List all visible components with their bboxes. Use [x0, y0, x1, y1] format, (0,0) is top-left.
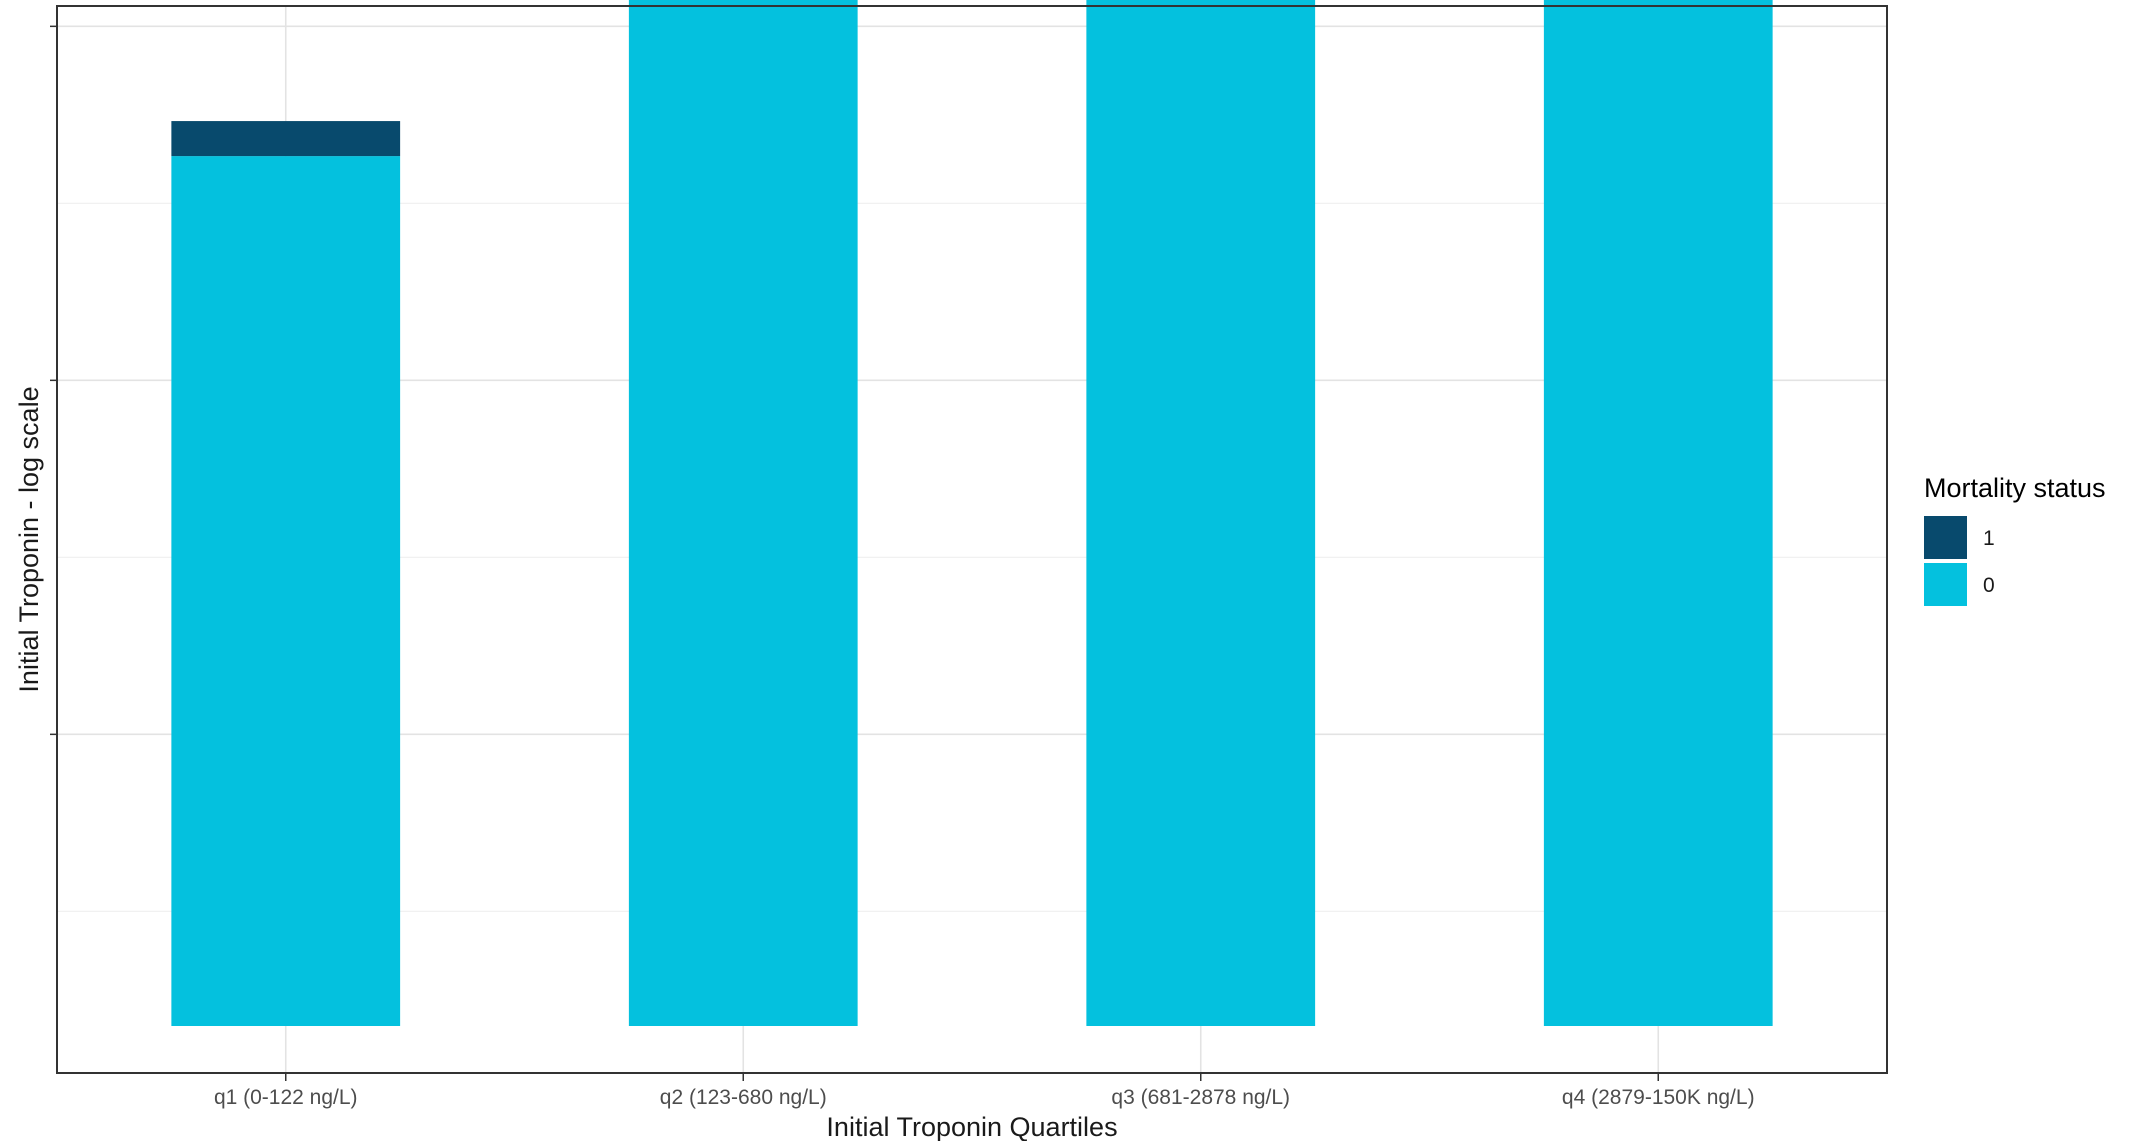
- bar-q4-series-0: [1543, 0, 1773, 1026]
- bar-q1-series-1: [171, 121, 401, 157]
- bar-q2-series-0: [628, 0, 858, 1027]
- x-tick-label: q1 (0-122 ng/L): [214, 1086, 358, 1109]
- legend-title: Mortality status: [1924, 473, 2106, 503]
- legend-label: 0: [1983, 574, 1995, 597]
- x-tick-label: q2 (123-680 ng/L): [660, 1086, 827, 1109]
- legend-key-1: [1924, 516, 1967, 559]
- bar-q1-series-0: [171, 156, 401, 1026]
- x-tick-label: q3 (681-2878 ng/L): [1111, 1086, 1290, 1109]
- legend-key-0: [1924, 563, 1967, 606]
- bar-q3-series-0: [1086, 0, 1316, 1026]
- bars: [171, 0, 1773, 1027]
- y-axis-title: Initial Troponin - log scale: [14, 386, 44, 692]
- legend: Mortality status 1 0: [1924, 473, 2106, 606]
- panel-border: [56, 5, 1888, 1074]
- legend-label: 1: [1983, 527, 1995, 550]
- axes: q1 (0-122 ng/L) q2 (123-680 ng/L) q3 (681-…: [50, 5, 1888, 1109]
- x-tick-label: q4 (2879-150K ng/L): [1562, 1086, 1755, 1109]
- x-axis-title: Initial Troponin Quartiles: [826, 1112, 1117, 1141]
